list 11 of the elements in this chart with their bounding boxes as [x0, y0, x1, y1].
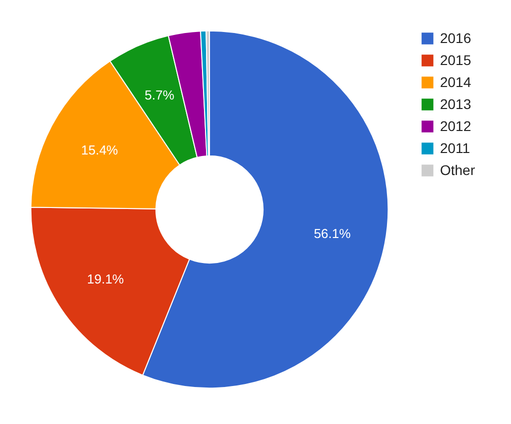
data-label: 56.1% — [314, 226, 352, 241]
legend-label: 2014 — [440, 74, 472, 90]
data-label: 5.7% — [144, 87, 175, 102]
legend-label: 2016 — [440, 30, 472, 46]
legend-label: 2012 — [440, 118, 472, 134]
data-label: 15.4% — [81, 142, 118, 158]
legend-label: Other — [440, 162, 475, 178]
legend-label: 2013 — [440, 96, 472, 112]
data-label: 19.1% — [86, 271, 124, 286]
legend-label: 2011 — [440, 140, 470, 156]
legend-label: 2015 — [440, 52, 472, 68]
